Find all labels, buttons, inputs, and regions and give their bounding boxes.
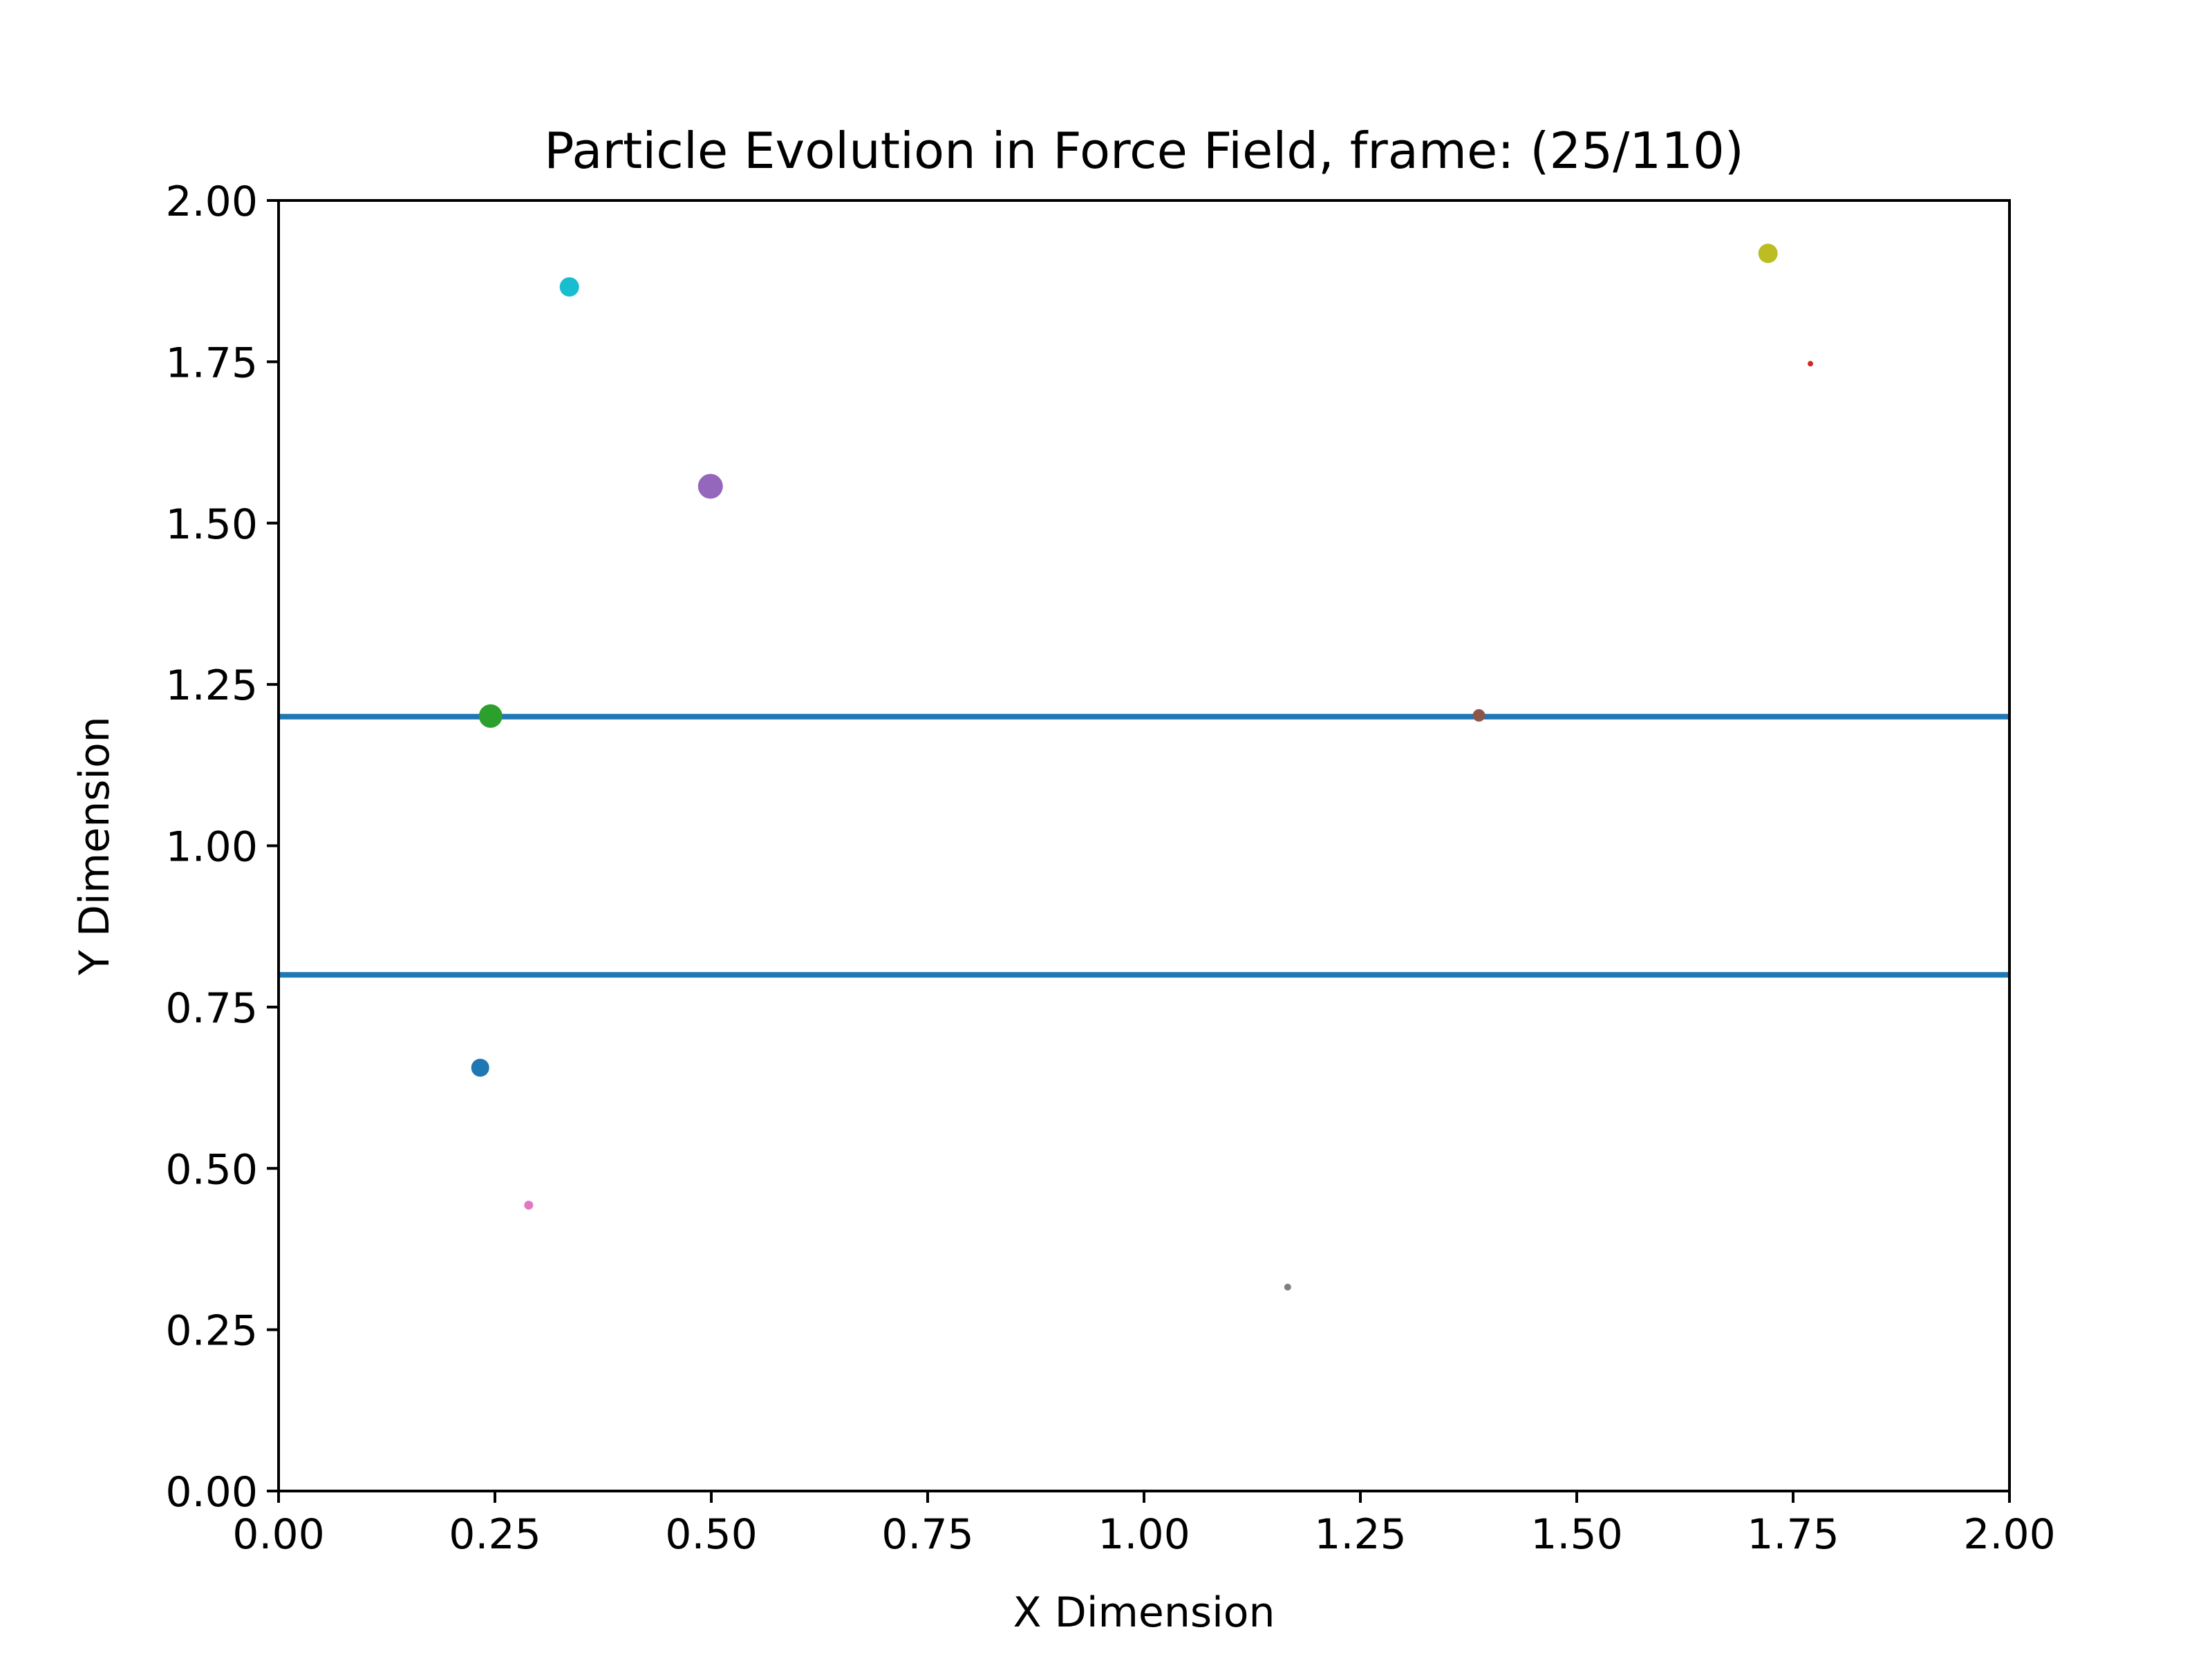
chart-title: Particle Evolution in Force Field, frame… [544, 122, 1744, 180]
y-tick-label: 1.25 [165, 662, 258, 710]
particle-point-1 [471, 1058, 489, 1077]
particle-point-6 [524, 1200, 534, 1210]
x-tick-label: 0.00 [232, 1510, 325, 1559]
x-tick-label: 1.50 [1530, 1510, 1623, 1559]
x-tick-label: 0.50 [665, 1510, 758, 1559]
y-tick-label: 1.75 [165, 339, 258, 387]
x-tick-label: 1.25 [1314, 1510, 1407, 1559]
y-tick-label: 0.75 [165, 984, 258, 1033]
x-tick-label: 1.00 [1098, 1510, 1190, 1559]
y-tick-label: 2.00 [165, 178, 258, 226]
y-tick-label: 0.00 [165, 1468, 258, 1517]
particle-point-3 [478, 704, 503, 728]
plot-area [279, 243, 2009, 1291]
axis-ticks: 0.00 0.25 0.50 0.75 1.00 1.25 1.50 1.75 2.00 0.00… [165, 178, 2055, 1559]
particle-point-2 [1808, 361, 1814, 367]
y-tick-label: 1.50 [165, 500, 258, 549]
particle-point-9 [559, 277, 579, 297]
x-tick-label: 1.75 [1747, 1510, 1839, 1559]
y-tick-label: 0.50 [165, 1145, 258, 1194]
particle-point-7 [1284, 1284, 1291, 1291]
y-axis-label: Y Dimension [71, 716, 119, 976]
x-axis-label: X Dimension [1013, 1588, 1275, 1637]
particle-point-8 [1758, 243, 1778, 263]
particle-point-5 [1472, 709, 1485, 722]
x-tick-label: 2.00 [1963, 1510, 2056, 1559]
x-tick-label: 0.25 [449, 1510, 541, 1559]
y-tick-label: 0.25 [165, 1307, 258, 1356]
y-tick-label: 1.00 [165, 823, 258, 872]
x-tick-label: 0.75 [881, 1510, 974, 1559]
particle-point-4 [697, 474, 723, 499]
